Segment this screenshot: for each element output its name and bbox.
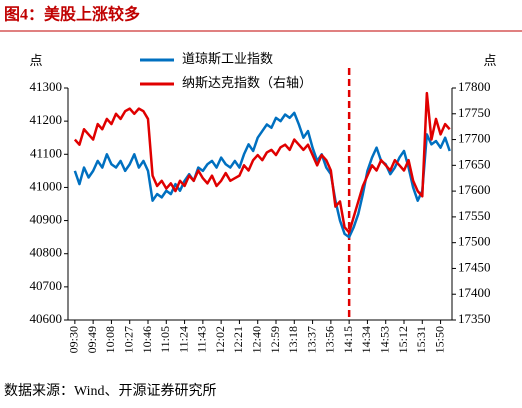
series-line (73, 111, 451, 239)
y2-tick-label: 17700 (458, 131, 491, 146)
y2-tick-label: 17450 (458, 259, 491, 274)
x-tick-label: 14:15 (341, 326, 355, 353)
y-tick-label: 41100 (30, 145, 62, 160)
y2-tick-label: 17650 (458, 156, 491, 171)
y2-tick-label: 17500 (458, 234, 491, 249)
x-tick-label: 12:21 (231, 326, 245, 353)
y-tick-label: 40800 (30, 245, 63, 260)
x-tick-label: 14:34 (359, 326, 373, 353)
x-tick-label: 09:30 (67, 326, 81, 353)
y2-axis-label: 点 (483, 53, 496, 68)
y2-tick-label: 17550 (458, 208, 491, 223)
y-tick-label: 41000 (30, 178, 63, 193)
x-tick-label: 10:46 (140, 326, 154, 353)
x-tick-label: 12:59 (268, 326, 282, 353)
y2-tick-label: 17750 (458, 105, 491, 120)
y-axis-label: 点 (29, 53, 42, 68)
x-tick-label: 11:05 (158, 326, 172, 353)
x-tick-label: 13:56 (323, 326, 337, 353)
legend-label: 道琼斯工业指数 (182, 51, 273, 66)
y-tick-label: 40900 (30, 212, 63, 227)
x-tick-label: 11:24 (176, 326, 190, 353)
source-note: 数据来源：Wind、开源证券研究所 (4, 383, 217, 399)
series-line (73, 91, 451, 234)
y2-tick-label: 17800 (458, 79, 491, 94)
x-tick-label: 12:02 (213, 326, 227, 353)
x-tick-label: 10:08 (103, 326, 117, 353)
chart-title: 图4：美股上涨较多 (4, 5, 140, 24)
x-tick-label: 14:53 (377, 326, 391, 353)
y-tick-label: 40600 (30, 311, 63, 326)
y2-tick-label: 17350 (458, 311, 491, 326)
x-tick-label: 10:27 (121, 326, 135, 353)
y-tick-label: 41200 (30, 112, 63, 127)
y2-tick-label: 17600 (458, 182, 491, 197)
x-tick-label: 13:18 (286, 326, 300, 353)
y2-tick-label: 17400 (458, 285, 491, 300)
y-tick-label: 41300 (30, 79, 63, 94)
legend-label: 纳斯达克指数（右轴） (182, 75, 312, 90)
x-tick-label: 11:43 (195, 326, 209, 353)
x-tick-label: 09:49 (85, 326, 99, 353)
x-tick-label: 15:50 (432, 326, 446, 353)
x-tick-label: 13:37 (304, 326, 318, 353)
y-tick-label: 40700 (30, 278, 63, 293)
x-tick-label: 12:40 (249, 326, 263, 353)
x-tick-label: 15:12 (396, 326, 410, 353)
x-tick-label: 15:31 (414, 326, 428, 353)
